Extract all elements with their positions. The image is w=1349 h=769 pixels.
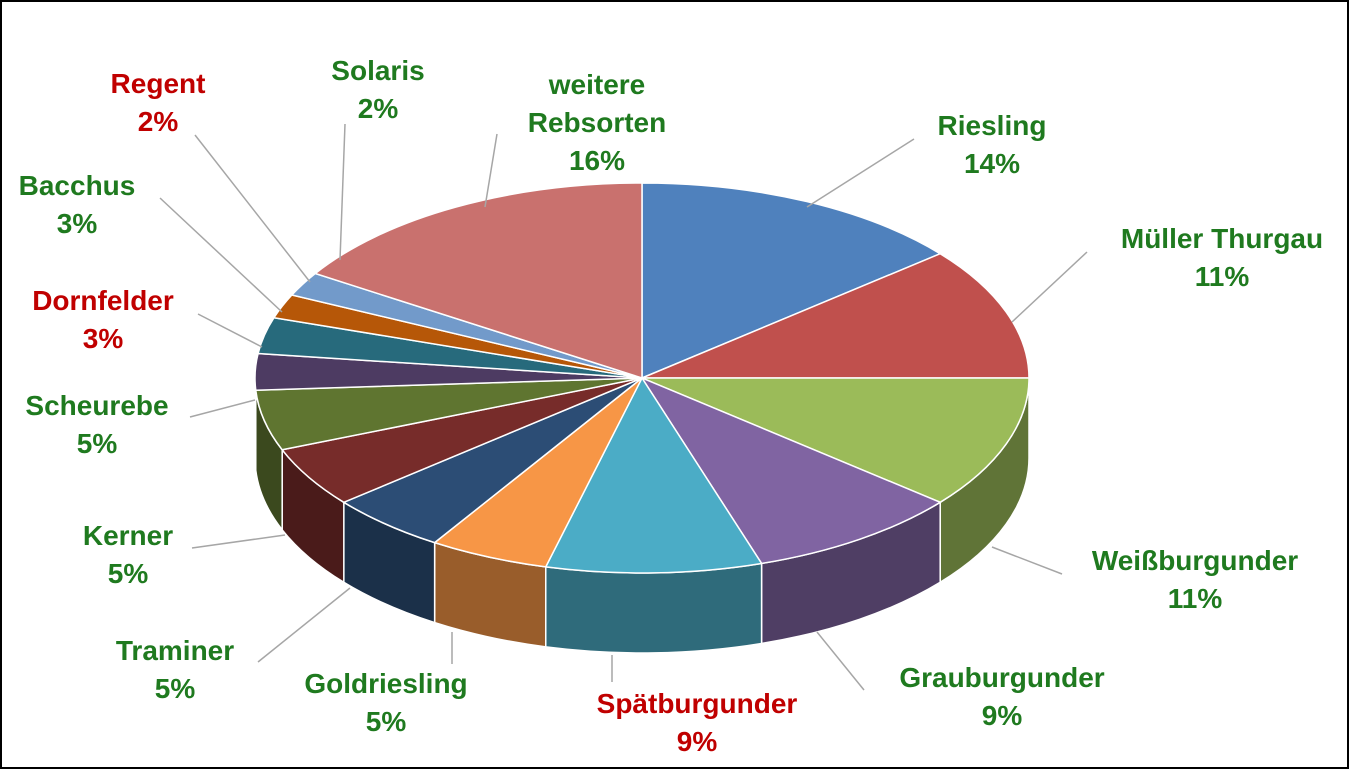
slice-side <box>545 562 763 654</box>
slice <box>640 376 942 565</box>
slice-label: Goldriesling 5% <box>261 665 511 741</box>
leader-line <box>159 197 283 313</box>
slice-label: Dornfelder 3% <box>2 282 213 358</box>
slice-label: weitere Rebsorten 16% <box>502 66 692 180</box>
category-label: Kerner <box>82 520 174 551</box>
category-label: Goldriesling <box>304 668 468 699</box>
leader-line <box>191 534 286 549</box>
leader-line <box>197 313 263 348</box>
value-label: 3% <box>82 323 124 354</box>
leader-line <box>816 631 865 691</box>
value-label: 11% <box>1194 261 1250 292</box>
slice <box>544 376 763 574</box>
slice <box>641 377 1030 504</box>
value-label: 2% <box>357 93 399 124</box>
value-label: 11% <box>1167 583 1223 614</box>
leader-line <box>339 123 346 261</box>
leader-line <box>1011 251 1088 323</box>
slice-label: Scheurebe 5% <box>2 387 197 463</box>
slice <box>641 182 942 380</box>
category-label: Müller Thurgau <box>1120 223 1324 254</box>
category-label: Grauburgunder <box>899 662 1105 693</box>
category-label: Traminer <box>115 635 235 666</box>
leader-line <box>806 138 915 208</box>
slice-label: Solaris 2% <box>298 52 458 128</box>
value-label: 5% <box>365 706 407 737</box>
slice-label: Spätburgunder 9% <box>547 685 847 761</box>
category-label: Spätburgunder <box>596 688 798 719</box>
leader-line <box>194 134 311 283</box>
value-label: 16% <box>568 145 626 176</box>
slice-label: Müller Thurgau 11% <box>1072 220 1347 296</box>
leader-line <box>189 399 256 418</box>
category-label: Riesling <box>937 110 1047 141</box>
category-label: Regent <box>110 68 206 99</box>
value-label: 5% <box>76 428 118 459</box>
value-label: 14% <box>963 148 1021 179</box>
slice <box>641 252 1030 379</box>
category-label: Bacchus <box>18 170 136 201</box>
value-label: 9% <box>676 726 718 757</box>
category-label: Solaris <box>331 55 425 86</box>
slice-label: Weißburgunder 11% <box>1045 542 1345 618</box>
slice-label: Riesling 14% <box>842 107 1142 183</box>
value-label: 2% <box>137 106 179 137</box>
leader-line <box>257 587 351 663</box>
value-label: 5% <box>107 558 149 589</box>
slice-label: Traminer 5% <box>75 632 275 708</box>
slice-label: Regent 2% <box>78 65 238 141</box>
slice-label: Kerner 5% <box>28 517 228 593</box>
leader-line <box>484 133 498 208</box>
value-label: 3% <box>56 208 98 239</box>
category-label: Scheurebe <box>25 390 169 421</box>
value-label: 5% <box>154 673 196 704</box>
leader-line <box>991 546 1063 575</box>
category-label: Weißburgunder <box>1091 545 1299 576</box>
value-label: 9% <box>981 700 1023 731</box>
slice-label: Grauburgunder 9% <box>852 659 1152 735</box>
category-label: Dornfelder <box>32 285 174 316</box>
slice-label: Bacchus 3% <box>2 167 177 243</box>
category-label: weitere Rebsorten <box>527 69 667 138</box>
